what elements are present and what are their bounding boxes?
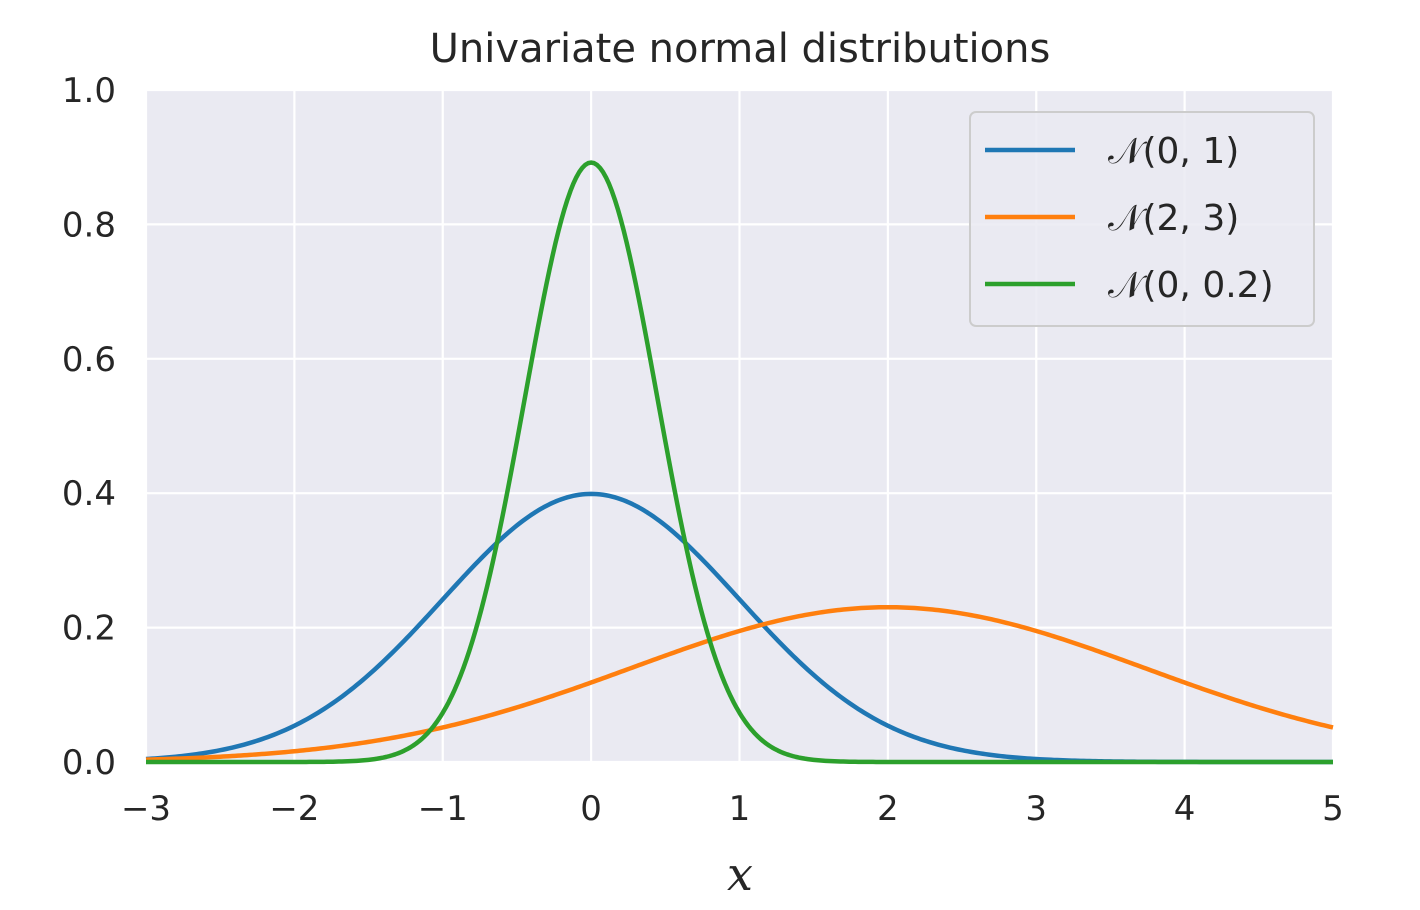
y-tick-label: 0.6 [62,340,116,380]
y-axis: 0.0 0.2 0.4 0.6 0.8 1.0 [62,71,116,783]
x-tick-label: 4 [1174,789,1196,829]
x-tick-label: 0 [580,789,602,829]
x-tick-label: 1 [729,789,751,829]
series-group [145,160,1334,765]
x-tick-label: −1 [418,789,468,829]
legend-entry-label: 𝒩(2, 3) [1108,198,1239,239]
y-tick-label: 0.4 [62,474,116,514]
chart-title: Univariate normal distributions [430,26,1051,72]
series-line-2 [145,604,1334,762]
legend-entry-label: 𝒩(0, 1) [1108,131,1239,172]
series-line-3 [146,160,1333,765]
x-tick-label: 2 [877,789,899,829]
x-tick-label: 5 [1322,789,1344,829]
y-tick-label: 0.8 [62,205,116,245]
legend-box [969,111,1315,327]
y-tick-label: 1.0 [62,71,116,111]
y-tick-label: 0.0 [62,743,116,783]
legend-entry-label: 𝒩(0, 0.2) [1108,265,1274,306]
x-tick-label: 3 [1025,789,1047,829]
x-tick-label: −2 [269,789,319,829]
x-tick-label: −3 [121,789,171,829]
x-axis: −3 −2 −1 0 1 2 3 4 5 [121,789,1344,829]
x-axis-label: x [727,847,753,901]
y-tick-label: 0.2 [62,609,116,649]
legend: 𝒩(0, 1) 𝒩(2, 3) 𝒩(0, 0.2) [969,111,1315,327]
